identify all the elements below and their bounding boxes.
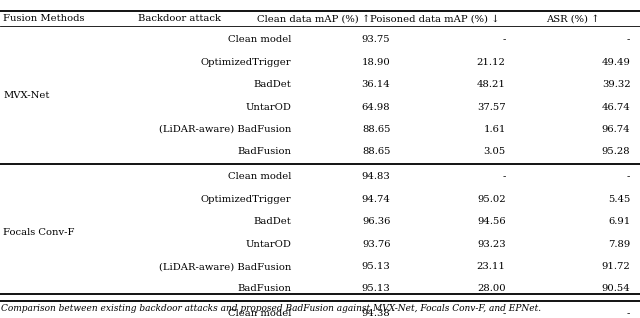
Text: 37.57: 37.57: [477, 103, 506, 112]
Text: 95.13: 95.13: [362, 262, 390, 271]
Text: 21.12: 21.12: [477, 58, 506, 67]
Text: Clean model: Clean model: [228, 172, 291, 181]
Text: 95.28: 95.28: [602, 148, 630, 156]
Text: 96.74: 96.74: [602, 125, 630, 134]
Text: Clean model: Clean model: [228, 309, 291, 318]
Text: Clean data mAP (%) ↑: Clean data mAP (%) ↑: [257, 14, 370, 23]
Text: 48.21: 48.21: [477, 80, 506, 89]
Text: -: -: [627, 309, 630, 318]
Text: 23.11: 23.11: [477, 262, 506, 271]
Text: 18.90: 18.90: [362, 58, 390, 67]
Text: MVX-Net: MVX-Net: [3, 91, 49, 100]
Text: 96.36: 96.36: [362, 217, 390, 226]
Text: -: -: [502, 35, 506, 44]
Text: 94.83: 94.83: [362, 172, 390, 181]
Text: 94.74: 94.74: [362, 195, 390, 204]
Text: 95.02: 95.02: [477, 195, 506, 204]
Text: 91.72: 91.72: [602, 262, 630, 271]
Text: Focals Conv-F: Focals Conv-F: [3, 228, 75, 238]
Text: Clean model: Clean model: [228, 35, 291, 44]
Text: BadDet: BadDet: [253, 217, 291, 226]
Text: 95.13: 95.13: [362, 285, 390, 294]
Text: UntarOD: UntarOD: [245, 240, 291, 249]
Text: UntarOD: UntarOD: [245, 103, 291, 112]
Text: 94.56: 94.56: [477, 217, 506, 226]
Text: 93.76: 93.76: [362, 240, 390, 249]
Text: (LiDAR-aware) BadFusion: (LiDAR-aware) BadFusion: [159, 262, 291, 271]
Text: Fusion Methods: Fusion Methods: [3, 14, 84, 23]
Text: BadFusion: BadFusion: [237, 285, 291, 294]
Text: 94.38: 94.38: [362, 309, 390, 318]
Text: -: -: [502, 309, 506, 318]
Text: 46.74: 46.74: [602, 103, 630, 112]
Text: -: -: [627, 35, 630, 44]
Text: 64.98: 64.98: [362, 103, 390, 112]
Text: ASR (%) ↑: ASR (%) ↑: [546, 14, 600, 23]
Text: 7.89: 7.89: [608, 240, 630, 249]
Text: 39.32: 39.32: [602, 80, 630, 89]
Text: 90.54: 90.54: [602, 285, 630, 294]
Text: OptimizedTrigger: OptimizedTrigger: [200, 58, 291, 67]
Text: 93.23: 93.23: [477, 240, 506, 249]
Text: 93.75: 93.75: [362, 35, 390, 44]
Text: Poisoned data mAP (%) ↓: Poisoned data mAP (%) ↓: [371, 14, 500, 23]
Text: 3.05: 3.05: [483, 148, 506, 156]
Text: 1.61: 1.61: [483, 125, 506, 134]
Text: OptimizedTrigger: OptimizedTrigger: [200, 195, 291, 204]
Text: 36.14: 36.14: [362, 80, 390, 89]
Text: 49.49: 49.49: [602, 58, 630, 67]
Text: BadDet: BadDet: [253, 80, 291, 89]
Text: Backdoor attack: Backdoor attack: [138, 14, 221, 23]
Text: 5.45: 5.45: [608, 195, 630, 204]
Text: 6.91: 6.91: [608, 217, 630, 226]
Text: 88.65: 88.65: [362, 125, 390, 134]
Text: 28.00: 28.00: [477, 285, 506, 294]
Text: -: -: [627, 172, 630, 181]
Text: Comparison between existing backdoor attacks and proposed BadFusion against MVX-: Comparison between existing backdoor att…: [1, 304, 541, 313]
Text: (LiDAR-aware) BadFusion: (LiDAR-aware) BadFusion: [159, 125, 291, 134]
Text: BadFusion: BadFusion: [237, 148, 291, 156]
Text: -: -: [502, 172, 506, 181]
Text: 88.65: 88.65: [362, 148, 390, 156]
